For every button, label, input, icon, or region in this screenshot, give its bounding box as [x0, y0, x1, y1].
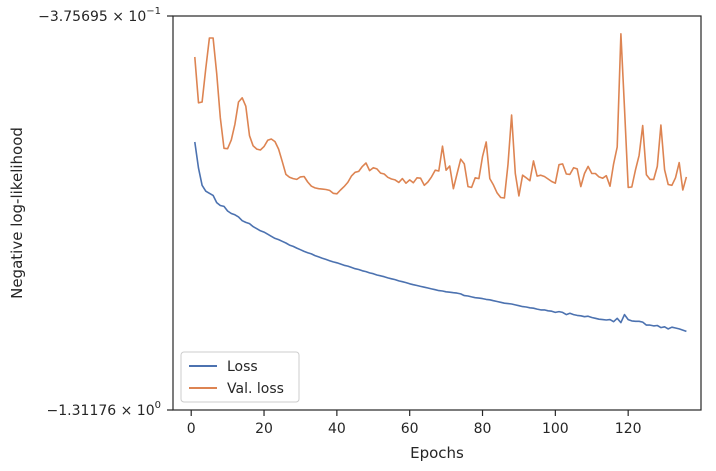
- y-tick-label: −1.31176 × 100: [47, 400, 161, 419]
- x-axis-ticks: 0 20 40 60 80 100 120: [187, 410, 642, 437]
- y-tick-label-exponent: −1: [146, 6, 161, 17]
- x-tick-label: 60: [401, 421, 419, 437]
- y-tick-label-base: −3.75695 × 10: [38, 9, 146, 25]
- legend-label: Val. loss: [227, 381, 284, 397]
- series-line-loss: [194, 141, 687, 333]
- y-tick-label-exponent: 0: [155, 400, 161, 411]
- y-tick-label-base: −1.31176 × 10: [47, 403, 155, 419]
- x-axis-label: Epochs: [410, 444, 464, 462]
- series-line-val-loss: [194, 32, 688, 199]
- x-tick-label: 120: [615, 421, 642, 437]
- plot-lines: [194, 32, 688, 333]
- x-tick-label: 40: [328, 421, 346, 437]
- x-tick-label: 80: [474, 421, 492, 437]
- legend-box: [180, 351, 300, 403]
- y-tick-label: −3.75695 × 10−1: [38, 6, 161, 25]
- y-axis-label: Negative log-likelihood: [8, 127, 26, 299]
- x-tick-label: 0: [187, 421, 196, 437]
- x-tick-label: 20: [255, 421, 273, 437]
- plot-frame: [172, 15, 702, 411]
- legend-label: Loss: [227, 359, 258, 375]
- legend: Loss Val. loss: [180, 351, 300, 403]
- x-tick-label: 100: [542, 421, 569, 437]
- y-axis-ticks: −3.75695 × 10−1 −1.31176 × 100: [38, 6, 173, 419]
